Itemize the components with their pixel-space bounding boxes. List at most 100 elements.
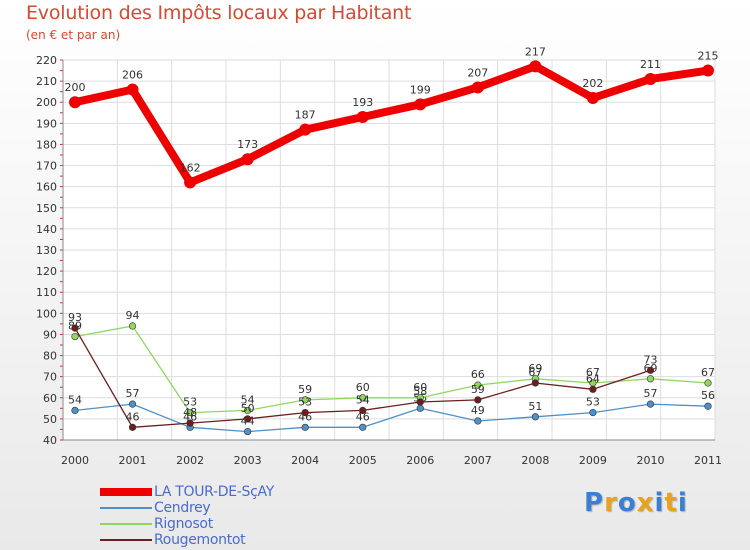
y-tick-label: 180: [36, 138, 57, 151]
data-label: 60: [356, 381, 370, 394]
data-label: 53: [183, 396, 197, 409]
data-point: [414, 98, 427, 111]
logo-letter: x: [636, 488, 655, 518]
data-label: 211: [640, 58, 661, 71]
data-label: 64: [586, 372, 600, 385]
x-tick-label: 2011: [694, 454, 722, 467]
data-point: [356, 111, 369, 123]
data-label: 50: [241, 402, 255, 415]
logo-letter: i: [677, 488, 688, 518]
y-tick-label: 60: [43, 392, 57, 405]
x-tick-label: 2001: [119, 454, 147, 467]
data-label: 187: [295, 109, 316, 122]
data-point: [589, 408, 597, 417]
data-point: [474, 417, 482, 425]
data-label: 215: [698, 50, 719, 63]
legend-item: Cendrey: [100, 500, 274, 516]
legend-label: Rougemontot: [154, 532, 246, 548]
data-point: [299, 123, 312, 136]
data-label: 46: [356, 410, 370, 423]
data-label: 54: [68, 393, 82, 406]
y-tick-label: 130: [36, 244, 57, 257]
data-label: 207: [467, 66, 488, 79]
legend-item: Rougemontot: [100, 532, 274, 548]
data-point: [186, 408, 194, 417]
x-tick-label: 2010: [636, 454, 664, 467]
data-point: [644, 73, 657, 85]
data-label: 56: [701, 389, 715, 402]
data-point: [241, 153, 254, 166]
y-tick-label: 100: [36, 307, 57, 320]
data-point: [416, 404, 424, 412]
x-tick-label: 2008: [521, 454, 549, 467]
y-tick-label: 90: [43, 328, 57, 341]
data-label: 69: [528, 362, 542, 375]
legend-swatch-0: [100, 488, 152, 496]
data-point: [586, 92, 599, 104]
legend-label: LA TOUR-DE-SçAY: [154, 484, 274, 500]
data-label: 54: [356, 393, 370, 406]
data-label: 57: [643, 387, 657, 400]
data-point: [184, 176, 197, 189]
data-point: [704, 379, 712, 387]
x-tick-label: 2004: [291, 454, 319, 467]
y-tick-label: 140: [36, 223, 57, 236]
data-point: [646, 366, 655, 374]
legend-label: Cendrey: [154, 500, 211, 516]
data-label: 46: [183, 410, 197, 423]
logo-letter: P: [584, 488, 605, 518]
x-tick-label: 2002: [176, 454, 204, 467]
data-point: [474, 396, 482, 404]
logo-letter: o: [617, 488, 637, 518]
data-label: 51: [528, 400, 542, 413]
data-label: 173: [237, 138, 258, 151]
data-point: [301, 408, 309, 417]
data-point: [474, 381, 482, 389]
data-point: [71, 406, 79, 415]
proxiti-logo: Proxiti: [584, 488, 688, 518]
y-tick-label: 210: [36, 75, 57, 88]
chart-title: Evolution des Impôts locaux par Habitant: [26, 2, 412, 24]
data-point: [589, 385, 597, 393]
data-point: [244, 415, 252, 423]
x-tick-label: 2009: [579, 454, 607, 467]
data-label: 46: [126, 410, 140, 423]
data-label: 217: [525, 45, 546, 58]
data-point: [71, 324, 79, 332]
y-tick-label: 150: [36, 202, 57, 215]
data-point: [702, 64, 714, 77]
x-tick-label: 2000: [61, 454, 89, 467]
y-tick-label: 40: [43, 434, 57, 447]
y-tick-label: 200: [36, 96, 57, 109]
data-label: 67: [701, 366, 715, 379]
data-point: [186, 419, 194, 427]
x-tick-label: 2007: [464, 454, 492, 467]
data-label: 162: [180, 161, 201, 174]
data-point: [301, 423, 309, 431]
y-tick-label: 170: [36, 160, 57, 173]
data-point: [359, 406, 367, 415]
data-point: [471, 81, 484, 94]
y-tick-label: 220: [36, 54, 57, 67]
legend-item: Rignosot: [100, 516, 274, 532]
data-point: [71, 332, 79, 341]
data-label: 202: [582, 77, 603, 90]
data-label: 60: [413, 381, 427, 394]
legend-swatch-1: [100, 507, 152, 509]
logo-letter: r: [604, 488, 618, 518]
legend-item: LA TOUR-DE-SçAY: [100, 484, 274, 500]
logo-letter: i: [654, 488, 665, 518]
legend-swatch-3: [100, 539, 152, 541]
y-tick-label: 70: [43, 371, 57, 384]
x-tick-label: 2006: [406, 454, 434, 467]
data-point: [69, 96, 81, 109]
data-label: 54: [241, 393, 255, 406]
data-label: 73: [643, 353, 657, 366]
data-label: 57: [126, 387, 140, 400]
data-point: [704, 402, 712, 410]
data-point: [646, 400, 655, 408]
data-point: [529, 60, 542, 73]
data-label: 206: [122, 69, 143, 82]
data-point: [244, 406, 252, 415]
